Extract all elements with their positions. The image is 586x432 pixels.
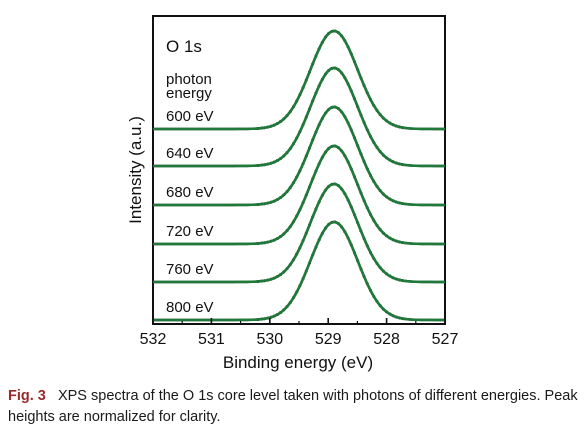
series-640-ev: 640 eV — [153, 66, 445, 168]
y-axis-title: Intensity (a.u.) — [126, 116, 145, 224]
x-tick-label: 531 — [198, 331, 225, 348]
x-tick-label: 530 — [256, 331, 283, 348]
panel-label: O 1s — [166, 37, 202, 56]
x-tick-label: 529 — [315, 331, 342, 348]
x-axis: 532 531 530 529 528 527 — [140, 318, 459, 348]
fit-curve — [153, 220, 445, 322]
legend-header-line-1: photon — [166, 71, 212, 88]
fit-curve — [153, 105, 445, 207]
series-label: 600 eV — [166, 108, 214, 125]
x-axis-title: Binding energy (eV) — [223, 353, 373, 372]
caption-label: Fig. 3 — [8, 388, 46, 404]
legend-header-line-2: energy — [166, 85, 212, 102]
x-tick-label: 527 — [432, 331, 459, 348]
fit-curve — [153, 29, 445, 131]
caption-text: XPS spectra of the O 1s core level taken… — [8, 388, 578, 425]
fit-curve — [153, 144, 445, 246]
series-label: 720 eV — [166, 223, 214, 240]
series-600-ev: 600 eV — [153, 29, 445, 131]
series-layer: 600 eV 640 eV 680 eV 720 eV 760 eV 800 eV — [153, 29, 445, 322]
x-tick-label: 528 — [373, 331, 400, 348]
fit-curve — [153, 182, 445, 284]
series-720-ev: 720 eV — [153, 144, 445, 246]
series-760-ev: 760 eV — [153, 182, 445, 284]
x-tick-label: 532 — [140, 331, 167, 348]
series-label: 640 eV — [166, 145, 214, 162]
series-label: 800 eV — [166, 299, 214, 316]
series-800-ev: 800 eV — [153, 220, 445, 322]
fit-curve — [153, 66, 445, 168]
series-label: 680 eV — [166, 184, 214, 201]
series-680-ev: 680 eV — [153, 105, 445, 207]
figure-caption: Fig. 3 XPS spectra of the O 1s core leve… — [8, 386, 580, 428]
series-label: 760 eV — [166, 261, 214, 278]
xps-chart: 600 eV 640 eV 680 eV 720 eV 760 eV 800 eV 532… — [126, 15, 459, 372]
